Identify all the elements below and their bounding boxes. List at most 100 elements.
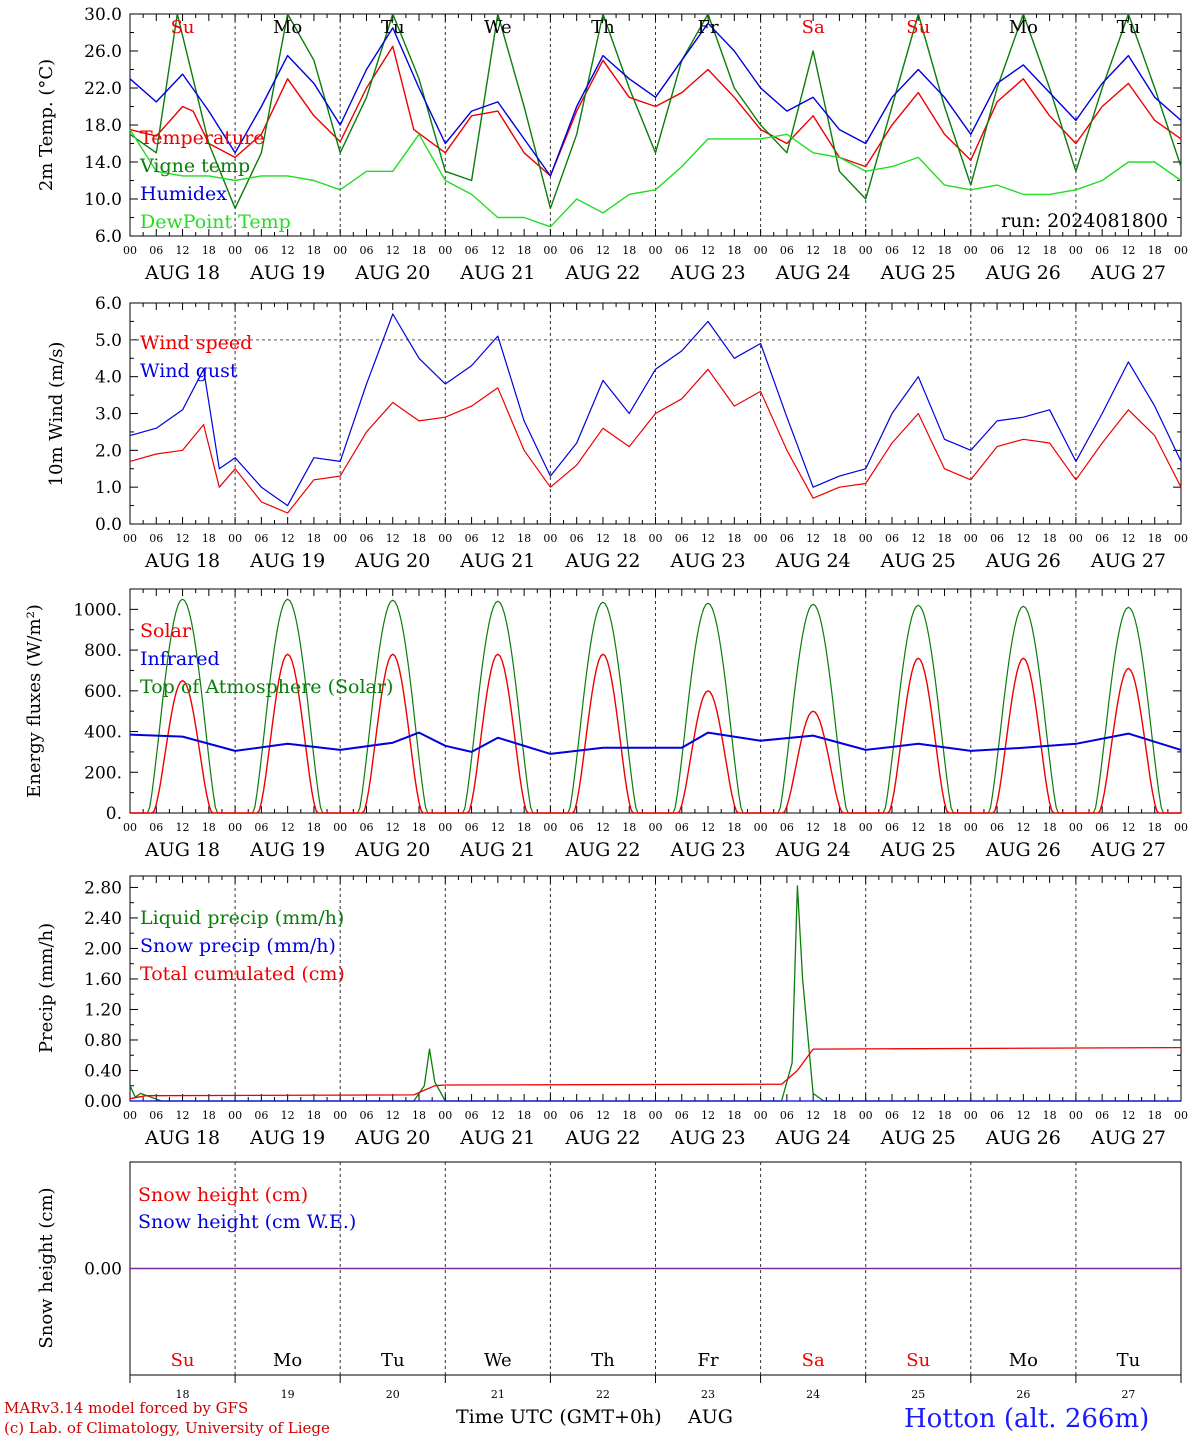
hour-label: 18 [517, 1109, 531, 1122]
hour-label: 00 [964, 821, 978, 834]
hour-label: 06 [465, 244, 479, 257]
weekday-label: Tu [1117, 17, 1141, 38]
hour-label: 06 [1095, 244, 1109, 257]
day-number-label: 18 [176, 1388, 190, 1401]
hour-label: 00 [228, 821, 242, 834]
y-tick-label: 600. [84, 682, 122, 702]
hour-label: 06 [990, 821, 1004, 834]
hour-label: 00 [859, 244, 873, 257]
series-line-vigne-temp [129, 13, 1182, 210]
hour-label: 06 [359, 821, 373, 834]
date-label: AUG 18 [144, 550, 220, 572]
hour-label: 18 [832, 1109, 846, 1122]
date-label: AUG 25 [880, 262, 956, 284]
hour-label: 12 [596, 532, 610, 545]
hour-label: 00 [228, 532, 242, 545]
series-line-dewpoint-temp [129, 129, 1182, 228]
date-label: AUG 27 [1090, 839, 1166, 861]
hour-label: 06 [990, 244, 1004, 257]
hour-label: 06 [465, 1109, 479, 1122]
series-line-solar [130, 653, 1181, 814]
date-label: AUG 21 [459, 262, 535, 284]
hour-label: 18 [517, 821, 531, 834]
y-axis-label: Precip (mm/h) [36, 923, 57, 1053]
hour-label: 06 [254, 1109, 268, 1122]
hour-label: 12 [491, 821, 505, 834]
hour-label: 18 [412, 1109, 426, 1122]
hour-label: 12 [1016, 532, 1030, 545]
date-label: AUG 19 [249, 262, 325, 284]
date-label: AUG 24 [775, 1127, 851, 1149]
y-tick-label: 3.0 [95, 405, 122, 425]
hour-label: 00 [438, 244, 452, 257]
hour-label: 12 [1121, 821, 1135, 834]
y-tick-label: 0.00 [84, 1260, 122, 1280]
day-number-label: 26 [1016, 1388, 1030, 1401]
hour-label: 00 [649, 532, 663, 545]
date-label: AUG 25 [880, 1127, 956, 1149]
hour-label: 18 [1148, 244, 1162, 257]
hour-label: 12 [701, 821, 715, 834]
hour-label: 06 [570, 1109, 584, 1122]
date-label: AUG 21 [459, 550, 535, 572]
hour-label: 12 [386, 1109, 400, 1122]
hour-label: 12 [281, 244, 295, 257]
hour-label: 18 [412, 244, 426, 257]
date-label: AUG 25 [880, 550, 956, 572]
y-tick-label: 0.0 [95, 515, 122, 535]
y-tick-label: 6.0 [95, 294, 122, 314]
date-label: AUG 26 [985, 550, 1061, 572]
hour-label: 18 [307, 244, 321, 257]
date-label: AUG 26 [985, 1127, 1061, 1149]
date-label: AUG 23 [669, 550, 745, 572]
hour-label: 18 [938, 1109, 952, 1122]
hour-label: 12 [701, 1109, 715, 1122]
hour-label: 06 [885, 821, 899, 834]
hour-label: 18 [727, 821, 741, 834]
hour-label: 06 [885, 244, 899, 257]
weekday-label: Sa [802, 1350, 825, 1371]
date-label: AUG 21 [459, 839, 535, 861]
hour-label: 18 [622, 532, 636, 545]
hour-label: 18 [517, 244, 531, 257]
date-label: AUG 18 [144, 1127, 220, 1149]
y-tick-label: 1000. [73, 600, 122, 620]
hour-label: 06 [675, 1109, 689, 1122]
hour-label: 12 [386, 244, 400, 257]
legend-entry: Temperature [140, 127, 264, 149]
hour-label: 06 [465, 532, 479, 545]
hour-label: 00 [964, 532, 978, 545]
legend-entry: DewPoint Temp [140, 211, 291, 233]
hour-label: 18 [1043, 244, 1057, 257]
hour-label: 00 [964, 244, 978, 257]
hour-label: 12 [806, 244, 820, 257]
weekday-label: Tu [381, 17, 405, 38]
hour-label: 18 [202, 532, 216, 545]
hour-label: 00 [228, 1109, 242, 1122]
date-label: AUG 19 [249, 1127, 325, 1149]
hour-label: 00 [333, 821, 347, 834]
weekday-label: Mo [273, 17, 302, 38]
hour-label: 18 [832, 821, 846, 834]
hour-label: 00 [649, 1109, 663, 1122]
hour-label: 06 [149, 1109, 163, 1122]
day-number-label: 27 [1121, 1388, 1135, 1401]
legend-entry: Wind speed [140, 332, 252, 354]
hour-label: 00 [123, 1109, 137, 1122]
date-label: AUG 18 [144, 262, 220, 284]
hour-label: 18 [1148, 821, 1162, 834]
weekday-label: Fr [698, 1350, 719, 1371]
hour-label: 12 [386, 532, 400, 545]
hour-label: 06 [780, 1109, 794, 1122]
date-label: AUG 22 [564, 1127, 640, 1149]
y-tick-label: 1.0 [95, 478, 122, 498]
hour-label: 12 [911, 821, 925, 834]
day-number-label: 20 [386, 1388, 400, 1401]
month-label: AUG [687, 1406, 733, 1428]
hour-label: 00 [649, 821, 663, 834]
hour-label: 12 [281, 1109, 295, 1122]
legend-entry: Vigne temp [139, 155, 250, 177]
date-label: AUG 24 [775, 839, 851, 861]
date-label: AUG 18 [144, 839, 220, 861]
weekday-label: Tu [1117, 1350, 1141, 1371]
